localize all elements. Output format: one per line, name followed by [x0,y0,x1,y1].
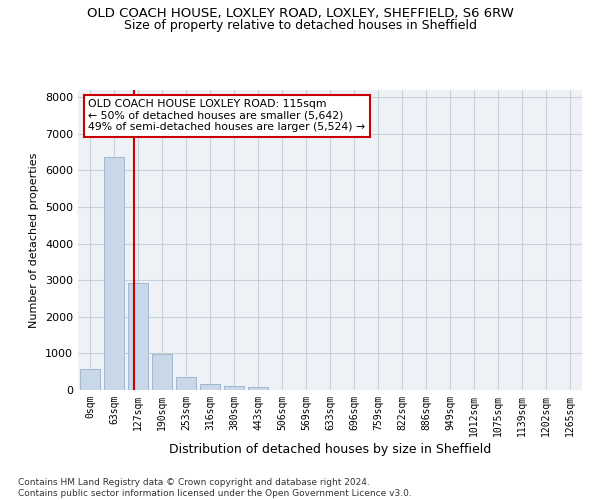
Bar [104,156,124,390]
Bar [224,386,244,390]
Bar [80,369,100,390]
Bar [128,283,148,390]
Text: OLD COACH HOUSE LOXLEY ROAD: 115sqm
← 50% of detached houses are smaller (5,642): OLD COACH HOUSE LOXLEY ROAD: 115sqm ← 50… [88,99,365,132]
Bar [248,386,268,390]
Text: Contains HM Land Registry data © Crown copyright and database right 2024.
Contai: Contains HM Land Registry data © Crown c… [18,478,412,498]
Text: Distribution of detached houses by size in Sheffield: Distribution of detached houses by size … [169,442,491,456]
Y-axis label: Number of detached properties: Number of detached properties [29,152,40,328]
Bar [152,354,172,390]
Text: Size of property relative to detached houses in Sheffield: Size of property relative to detached ho… [124,18,476,32]
Text: OLD COACH HOUSE, LOXLEY ROAD, LOXLEY, SHEFFIELD, S6 6RW: OLD COACH HOUSE, LOXLEY ROAD, LOXLEY, SH… [86,8,514,20]
Bar [176,377,196,390]
Bar [200,384,220,390]
